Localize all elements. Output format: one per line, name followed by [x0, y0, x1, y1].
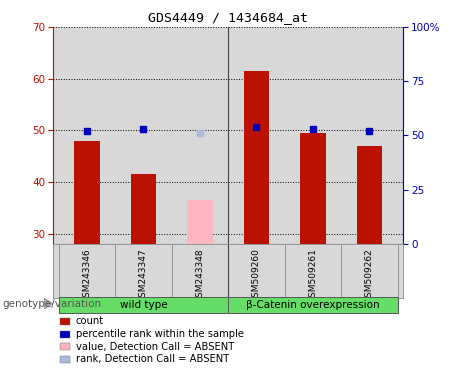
Text: count: count [76, 316, 104, 326]
Title: GDS4449 / 1434684_at: GDS4449 / 1434684_at [148, 11, 308, 24]
Text: GSM243347: GSM243347 [139, 248, 148, 303]
Bar [131, 174, 156, 244]
Bar [228, 297, 398, 313]
Bar [300, 133, 325, 244]
Text: GSM243348: GSM243348 [195, 248, 204, 303]
Bar [187, 200, 213, 244]
Bar [357, 146, 382, 244]
Text: GSM509261: GSM509261 [308, 248, 318, 303]
Text: genotype/variation: genotype/variation [2, 299, 101, 309]
Text: percentile rank within the sample: percentile rank within the sample [76, 329, 243, 339]
Text: β-Catenin overexpression: β-Catenin overexpression [246, 300, 380, 310]
Bar [244, 71, 269, 244]
Bar [74, 141, 100, 244]
Text: GSM243346: GSM243346 [83, 248, 91, 303]
Text: rank, Detection Call = ABSENT: rank, Detection Call = ABSENT [76, 354, 229, 364]
Text: GSM509262: GSM509262 [365, 248, 374, 303]
Text: wild type: wild type [119, 300, 167, 310]
Text: GSM509260: GSM509260 [252, 248, 261, 303]
Polygon shape [44, 298, 53, 309]
Text: value, Detection Call = ABSENT: value, Detection Call = ABSENT [76, 342, 234, 352]
Bar [59, 297, 228, 313]
